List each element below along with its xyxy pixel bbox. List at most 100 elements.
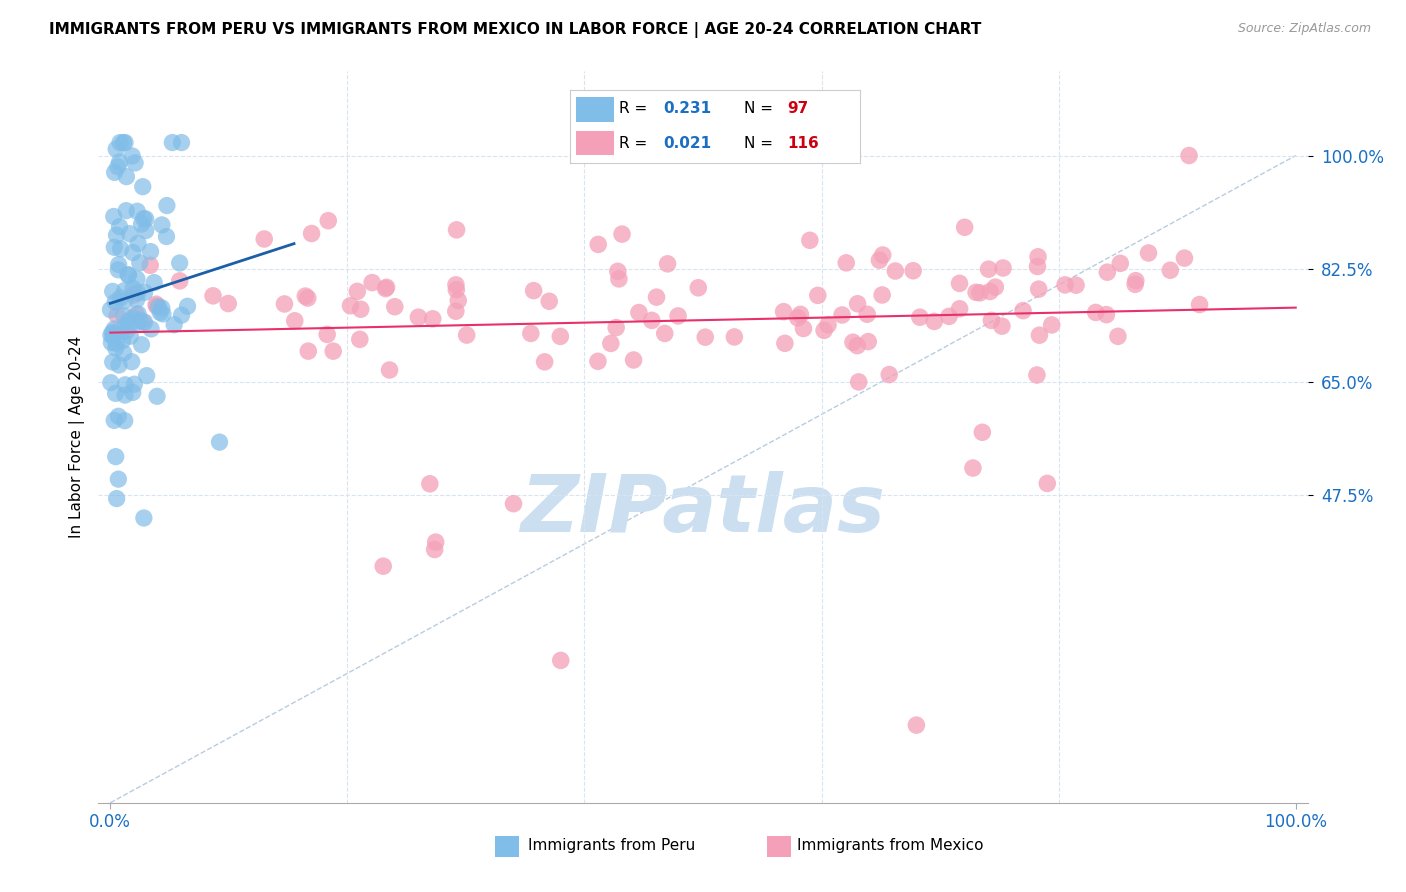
- Point: [322, 344, 344, 359]
- Point: [627, 305, 650, 319]
- Point: [586, 354, 609, 368]
- Point: [115, 203, 138, 218]
- Point: [107, 472, 129, 486]
- Point: [1036, 476, 1059, 491]
- Point: [145, 299, 167, 313]
- Point: [105, 336, 128, 351]
- Point: [273, 297, 295, 311]
- Point: [284, 314, 307, 328]
- Point: [131, 337, 153, 351]
- Point: [807, 288, 830, 302]
- Point: [121, 149, 143, 163]
- Point: [835, 256, 858, 270]
- Text: Immigrants from Mexico: Immigrants from Mexico: [797, 838, 984, 853]
- Point: [848, 375, 870, 389]
- Point: [373, 559, 395, 574]
- Point: [149, 305, 172, 319]
- Point: [979, 285, 1001, 299]
- Point: [607, 272, 630, 286]
- Point: [1125, 274, 1147, 288]
- Point: [991, 260, 1014, 275]
- Point: [121, 385, 143, 400]
- Point: [922, 314, 945, 328]
- Point: [155, 229, 177, 244]
- Point: [953, 220, 976, 235]
- Point: [666, 309, 689, 323]
- Point: [297, 291, 319, 305]
- Point: [884, 264, 907, 278]
- Point: [127, 285, 149, 300]
- Point: [846, 297, 869, 311]
- Point: [132, 211, 155, 226]
- Point: [127, 236, 149, 251]
- Point: [115, 169, 138, 184]
- Point: [120, 329, 142, 343]
- Point: [842, 335, 865, 350]
- Point: [316, 327, 339, 342]
- Point: [817, 318, 839, 332]
- Point: [101, 285, 124, 299]
- Point: [108, 155, 131, 169]
- Point: [1012, 303, 1035, 318]
- Point: [346, 285, 368, 299]
- Point: [100, 335, 122, 350]
- Point: [114, 319, 136, 334]
- Point: [107, 258, 129, 272]
- Point: [100, 328, 122, 343]
- Point: [350, 302, 373, 317]
- Point: [948, 277, 970, 291]
- Point: [446, 283, 468, 297]
- Point: [253, 232, 276, 246]
- Point: [901, 264, 924, 278]
- Point: [813, 323, 835, 337]
- Point: [623, 353, 645, 368]
- Point: [110, 242, 132, 256]
- Point: [104, 295, 127, 310]
- Point: [949, 301, 972, 316]
- Point: [139, 244, 162, 259]
- Point: [799, 233, 821, 247]
- Point: [361, 276, 384, 290]
- Point: [114, 293, 136, 308]
- Point: [104, 326, 127, 341]
- Point: [139, 322, 162, 336]
- Point: [908, 310, 931, 325]
- Point: [1040, 318, 1063, 332]
- Point: [723, 330, 745, 344]
- Point: [654, 326, 676, 341]
- Point: [103, 322, 125, 336]
- Point: [1107, 329, 1129, 343]
- Point: [1173, 251, 1195, 265]
- Point: [789, 307, 811, 321]
- Point: [143, 276, 166, 290]
- Point: [104, 341, 127, 355]
- Point: [124, 156, 146, 170]
- Point: [150, 301, 173, 315]
- Point: [423, 542, 446, 557]
- Point: [125, 272, 148, 286]
- Point: [170, 136, 193, 150]
- FancyBboxPatch shape: [495, 836, 519, 857]
- Point: [117, 268, 139, 282]
- Point: [972, 425, 994, 440]
- Point: [105, 491, 128, 506]
- Point: [1084, 305, 1107, 319]
- Point: [127, 204, 149, 219]
- Point: [297, 344, 319, 359]
- Point: [104, 450, 127, 464]
- Point: [122, 281, 145, 295]
- Point: [374, 281, 396, 295]
- Point: [1064, 278, 1087, 293]
- Point: [375, 280, 398, 294]
- Point: [1026, 250, 1049, 264]
- Point: [938, 310, 960, 324]
- Point: [104, 386, 127, 401]
- Point: [980, 313, 1002, 327]
- Point: [872, 248, 894, 262]
- Point: [538, 294, 561, 309]
- Point: [316, 213, 339, 227]
- Point: [101, 328, 124, 343]
- Point: [169, 274, 191, 288]
- Point: [456, 328, 478, 343]
- Point: [148, 300, 170, 314]
